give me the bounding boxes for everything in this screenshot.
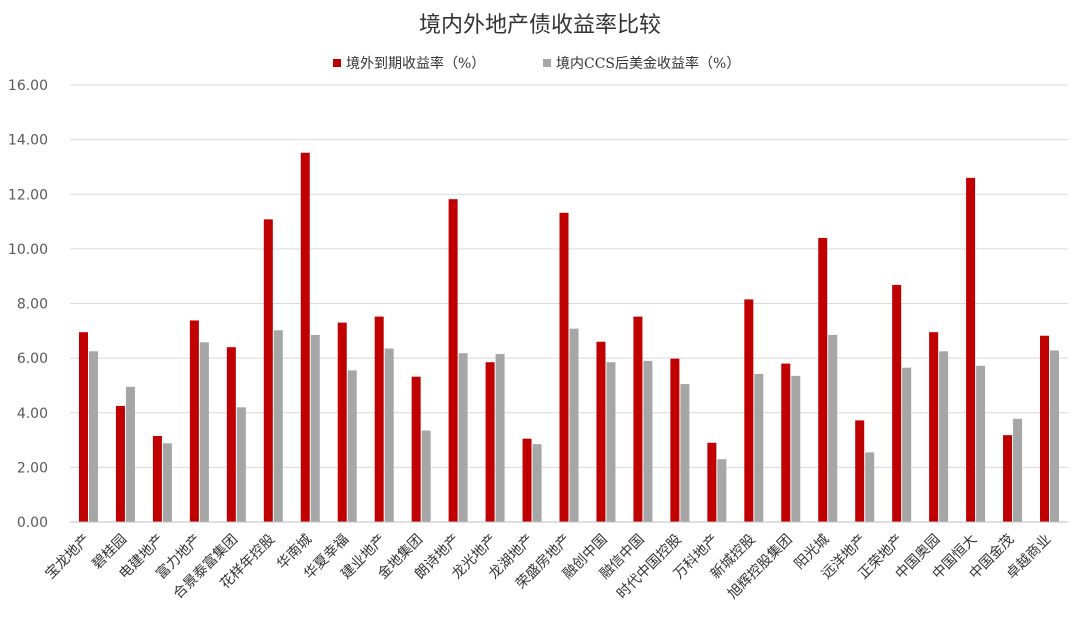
y-tick-label: 8.00 — [17, 297, 48, 313]
grid-lines — [70, 84, 1068, 468]
bar-domestic-3 — [199, 342, 209, 522]
bar-domestic-17 — [717, 459, 727, 522]
bar-domestic-25 — [1013, 418, 1023, 522]
bar-overseas-17 — [707, 442, 717, 522]
bar-overseas-23 — [929, 332, 939, 522]
bar-domestic-2 — [162, 443, 172, 522]
y-tick-label: 6.00 — [17, 351, 48, 367]
bar-overseas-3 — [189, 320, 199, 522]
bar-overseas-22 — [892, 284, 902, 522]
bar-overseas-6 — [300, 152, 310, 523]
bar-overseas-0 — [78, 332, 88, 522]
bar-overseas-24 — [966, 177, 976, 523]
bar-overseas-1 — [115, 405, 125, 522]
bar-domestic-24 — [976, 365, 986, 522]
bar-domestic-15 — [643, 360, 653, 522]
bar-domestic-14 — [606, 362, 616, 522]
bar-domestic-26 — [1050, 350, 1060, 522]
x-tick-label: 宝龙地产 — [42, 532, 93, 583]
bar-overseas-16 — [670, 358, 680, 522]
y-axis-ticks: 0.00 2.00 4.00 6.00 8.00 10.00 12.00 14.00 16.00 — [8, 78, 48, 531]
bar-domestic-5 — [273, 330, 283, 522]
bar-domestic-10 — [458, 353, 468, 522]
bar-overseas-18 — [744, 299, 754, 522]
legend-label-domestic: 境内CCS后美金收益率（%） — [556, 55, 740, 72]
y-tick-label: 0.00 — [17, 515, 48, 531]
bar-overseas-12 — [522, 438, 532, 522]
bar-domestic-0 — [88, 351, 98, 522]
bar-domestic-13 — [569, 328, 579, 522]
y-tick-label: 12.00 — [8, 187, 48, 203]
bar-overseas-2 — [152, 435, 162, 522]
y-tick-label: 10.00 — [8, 242, 48, 258]
bar-overseas-14 — [596, 341, 606, 522]
bar-domestic-4 — [236, 407, 246, 522]
legend-swatch-domestic — [543, 59, 551, 67]
x-axis-ticks: 宝龙地产碧桂园电建地产富力地产合景泰富集团花样年控股华南城华夏幸福建业地产金地集… — [42, 531, 1054, 602]
bar-domestic-11 — [495, 354, 505, 522]
bar-domestic-1 — [125, 386, 135, 522]
bar-overseas-13 — [559, 212, 569, 522]
bar-overseas-20 — [818, 237, 828, 522]
bar-domestic-20 — [828, 334, 838, 522]
bar-overseas-19 — [781, 363, 791, 522]
bar-overseas-4 — [226, 347, 236, 522]
bar-domestic-18 — [754, 373, 764, 522]
bar-overseas-7 — [337, 322, 347, 522]
y-tick-label: 16.00 — [8, 78, 48, 94]
y-tick-label: 4.00 — [17, 406, 48, 422]
chart-title: 境内外地产债收益率比较 — [419, 13, 661, 38]
bar-overseas-15 — [633, 316, 643, 522]
bars — [78, 152, 1060, 523]
bar-overseas-25 — [1003, 435, 1013, 522]
bar-domestic-23 — [939, 351, 949, 522]
y-tick-label: 2.00 — [17, 460, 48, 476]
bar-domestic-6 — [310, 334, 320, 522]
legend-label-overseas: 境外到期收益率（%） — [346, 55, 485, 72]
bar-overseas-8 — [374, 316, 384, 522]
y-tick-label: 14.00 — [8, 133, 48, 149]
bar-domestic-16 — [680, 384, 690, 522]
bar-overseas-5 — [263, 219, 273, 522]
legend: 境外到期收益率（%） 境内CCS后美金收益率（%） — [333, 55, 740, 72]
bar-domestic-7 — [347, 370, 357, 522]
bar-overseas-26 — [1040, 335, 1050, 522]
bar-overseas-10 — [448, 199, 458, 522]
bar-domestic-9 — [421, 430, 431, 522]
bar-overseas-11 — [485, 362, 495, 522]
bar-overseas-9 — [411, 376, 421, 522]
bar-domestic-21 — [865, 452, 875, 522]
legend-swatch-overseas — [333, 59, 341, 67]
bar-domestic-12 — [532, 444, 542, 522]
bar-overseas-21 — [855, 420, 865, 522]
bar-domestic-22 — [902, 367, 912, 522]
bar-domestic-8 — [384, 348, 394, 522]
bar-domestic-19 — [791, 375, 801, 522]
